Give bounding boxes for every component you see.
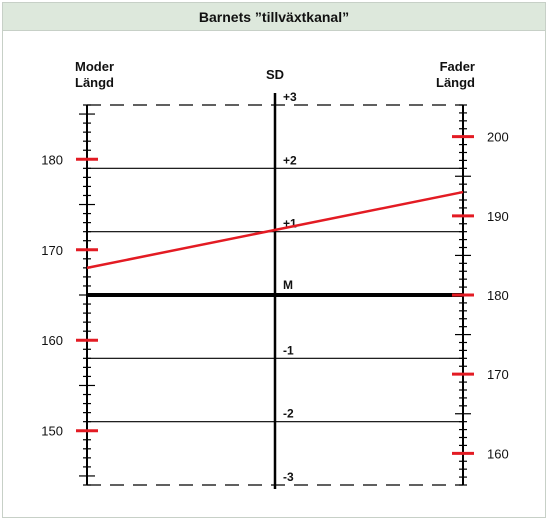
svg-text:160: 160 <box>41 333 63 348</box>
chart-title: Barnets ”tillväxtkanal” <box>3 3 545 31</box>
svg-text:160: 160 <box>487 446 509 461</box>
svg-text:Längd: Längd <box>75 75 114 90</box>
svg-text:-2: -2 <box>283 407 294 421</box>
svg-text:180: 180 <box>487 288 509 303</box>
svg-text:Fader: Fader <box>440 59 475 74</box>
svg-text:180: 180 <box>41 152 63 167</box>
chart-card: Barnets ”tillväxtkanal” ModerLängdSDFade… <box>2 2 546 518</box>
plot-area: ModerLängdSDFaderLängd+3+2+1M-1-2-315016… <box>3 31 545 521</box>
svg-text:-3: -3 <box>283 470 294 484</box>
svg-text:+3: +3 <box>283 90 297 104</box>
growth-chart-svg: ModerLängdSDFaderLängd+3+2+1M-1-2-315016… <box>17 41 533 509</box>
svg-text:+2: +2 <box>283 153 297 167</box>
svg-text:170: 170 <box>487 367 509 382</box>
svg-text:Längd: Längd <box>436 75 475 90</box>
svg-text:170: 170 <box>41 243 63 258</box>
svg-text:190: 190 <box>487 209 509 224</box>
svg-text:200: 200 <box>487 130 509 145</box>
svg-text:SD: SD <box>266 67 284 82</box>
svg-text:-1: -1 <box>283 343 294 357</box>
svg-text:Moder: Moder <box>75 59 114 74</box>
svg-text:M: M <box>283 278 293 292</box>
svg-text:150: 150 <box>41 424 63 439</box>
